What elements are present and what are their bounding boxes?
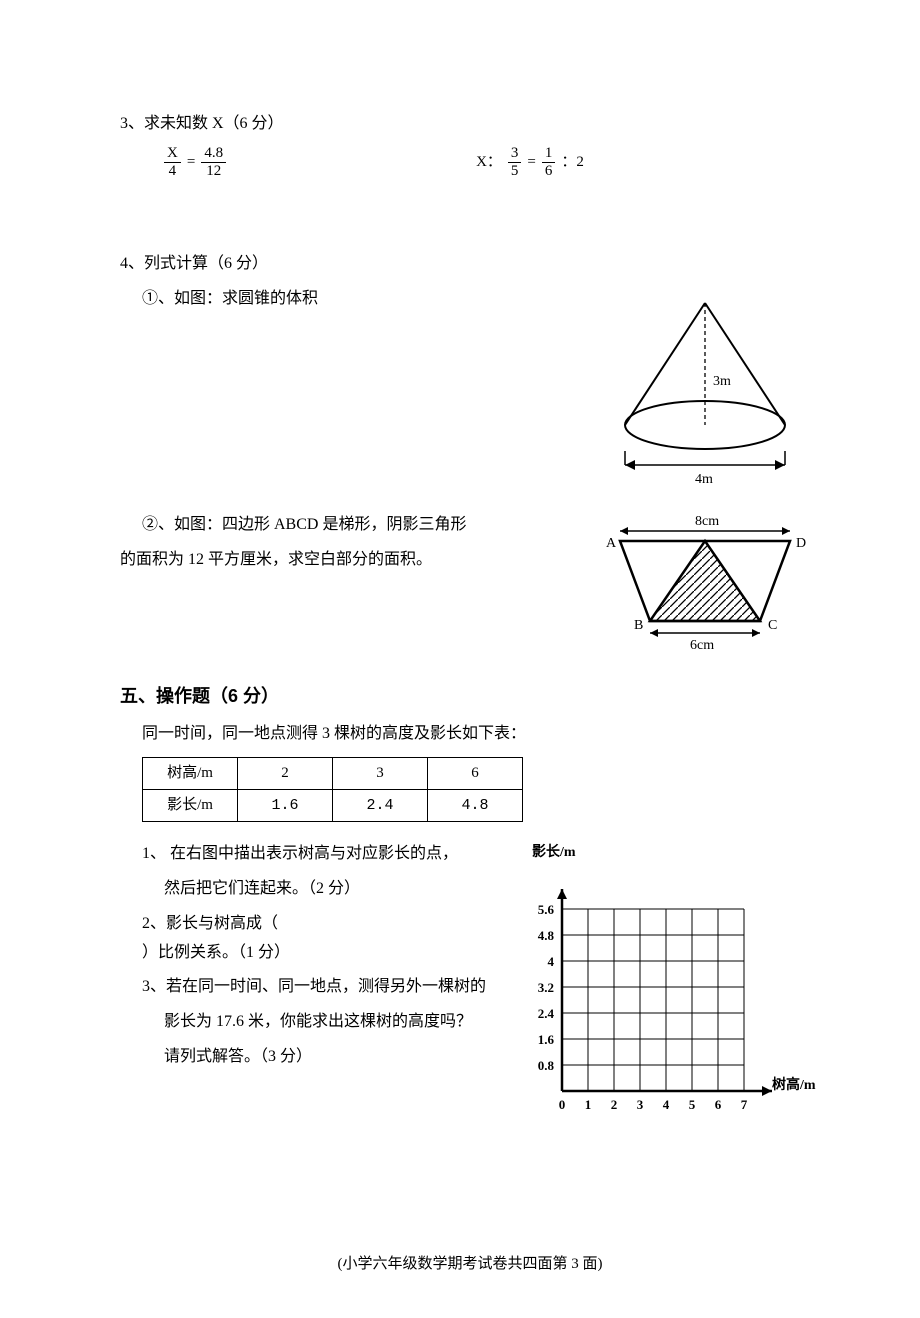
page-footer: (小学六年级数学期考试卷共四面第 3 面) <box>120 1251 820 1278</box>
section5-heading: 五、操作题（6 分） <box>120 680 820 712</box>
svg-text:B: B <box>634 618 643 633</box>
svg-text:1.6: 1.6 <box>538 1032 555 1047</box>
s5-p1b: 然后把它们连起来。（2 分） <box>142 875 496 904</box>
svg-text:D: D <box>796 536 806 551</box>
q3-eq1-den2: 12 <box>201 163 226 180</box>
cone-height-label: 3m <box>713 374 731 389</box>
q3-eq2-eq: = <box>527 149 535 176</box>
svg-text:1: 1 <box>585 1097 592 1112</box>
svg-text:3.2: 3.2 <box>538 980 554 995</box>
th-2: 3 <box>333 758 428 790</box>
q4-sub2a: ②、如图：四边形 ABCD 是梯形，阴影三角形 <box>120 511 566 540</box>
q3-title: 3、求未知数 X（6 分） <box>120 110 820 139</box>
chart-ylabel: 影长/m <box>520 840 820 865</box>
svg-text:7: 7 <box>741 1097 748 1112</box>
q3-eq1-num2: 4.8 <box>201 145 226 163</box>
cone-diagram: 3m 4m <box>590 285 820 485</box>
td-1: 1.6 <box>238 790 333 822</box>
svg-text:树高/m: 树高/m <box>772 1076 816 1093</box>
svg-text:5: 5 <box>689 1097 696 1112</box>
svg-text:0: 0 <box>559 1097 566 1112</box>
trapezoid-diagram: 8cm A D B C 6cm <box>590 511 820 656</box>
svg-text:0.8: 0.8 <box>538 1058 555 1073</box>
svg-text:8cm: 8cm <box>695 514 719 529</box>
th-0: 树高/m <box>143 758 238 790</box>
td-0: 影长/m <box>143 790 238 822</box>
svg-text:C: C <box>768 618 777 633</box>
s5-p2-pref: 2、影长与树高成（ <box>142 915 278 932</box>
q4-sub1: ①、如图：求圆锥的体积 <box>120 285 566 314</box>
cone-base-label: 4m <box>695 472 713 485</box>
s5-p2: 2、影长与树高成（ ）比例关系。（1 分） <box>142 910 496 968</box>
svg-text:A: A <box>606 536 617 551</box>
q3-eq2: X： 35 = 16 ：2 <box>476 145 584 181</box>
svg-text:4.8: 4.8 <box>538 928 555 943</box>
q4-title: 4、列式计算（6 分） <box>120 250 820 279</box>
q3-eq2-den1: 5 <box>508 163 522 180</box>
s5-p2-suf: ）比例关系。（1 分） <box>142 944 290 961</box>
q3-eq1-eq: = <box>187 149 195 176</box>
svg-text:2.4: 2.4 <box>538 1006 555 1021</box>
q3-eq1: X4 = 4.812 <box>164 145 226 181</box>
q3-equations: X4 = 4.812 X： 35 = 16 ：2 <box>120 145 820 181</box>
q3-eq2-den2: 6 <box>542 163 556 180</box>
s5-p1a: 1、 在右图中描出表示树高与对应影长的点， <box>142 840 496 869</box>
q4-sub2b: 的面积为 12 平方厘米，求空白部分的面积。 <box>120 546 566 575</box>
svg-text:2: 2 <box>611 1097 618 1112</box>
section5-table: 树高/m 2 3 6 影长/m 1.6 2.4 4.8 <box>142 757 523 822</box>
s5-p3b: 影长为 17.6 米，你能求出这棵树的高度吗？ <box>142 1008 496 1037</box>
section5-intro: 同一时间，同一地点测得 3 棵树的高度及影长如下表： <box>120 720 820 749</box>
th-3: 6 <box>428 758 523 790</box>
td-3: 4.8 <box>428 790 523 822</box>
q3-eq1-den1: 4 <box>164 163 181 180</box>
svg-text:6cm: 6cm <box>690 638 714 653</box>
q3-eq2-suffix: ：2 <box>561 149 584 176</box>
td-2: 2.4 <box>333 790 428 822</box>
svg-text:3: 3 <box>637 1097 644 1112</box>
svg-text:4: 4 <box>663 1097 670 1112</box>
svg-text:5.6: 5.6 <box>538 902 555 917</box>
q3-eq2-num2: 1 <box>542 145 556 163</box>
th-1: 2 <box>238 758 333 790</box>
s5-p3a: 3、若在同一时间、同一地点，测得另外一棵树的 <box>142 973 496 1002</box>
section5-chart: 影长/m 5.6 4.8 4 3.2 2.4 1.6 0.8 0 1 2 3 4 5 6 7 树高/m <box>520 840 820 1131</box>
q3-eq2-prefix: X： <box>476 149 502 176</box>
svg-text:4: 4 <box>548 954 555 969</box>
svg-text:6: 6 <box>715 1097 722 1112</box>
s5-p3c: 请列式解答。（3 分） <box>142 1043 496 1072</box>
q3-eq2-num1: 3 <box>508 145 522 163</box>
q3-eq1-num1: X <box>164 145 181 163</box>
